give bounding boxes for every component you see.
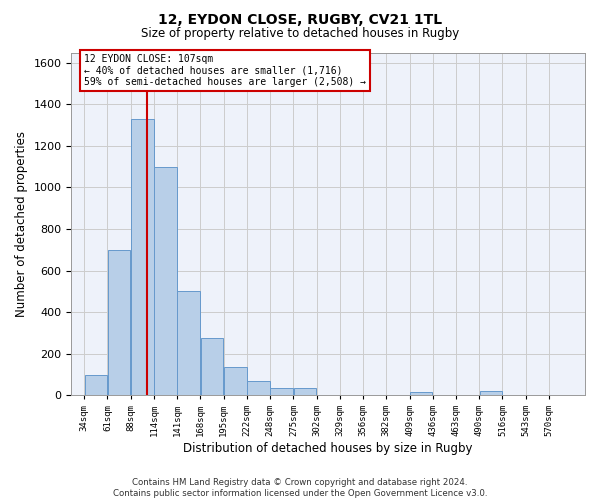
Bar bbox=[479, 391, 502, 395]
Text: Contains HM Land Registry data © Crown copyright and database right 2024.
Contai: Contains HM Land Registry data © Crown c… bbox=[113, 478, 487, 498]
Bar bbox=[178, 292, 200, 395]
Bar bbox=[224, 367, 247, 395]
Bar bbox=[154, 166, 177, 395]
Bar bbox=[85, 376, 107, 395]
Bar bbox=[293, 388, 316, 395]
Bar bbox=[271, 388, 293, 395]
Bar bbox=[410, 392, 433, 395]
Bar bbox=[201, 338, 223, 395]
Text: Size of property relative to detached houses in Rugby: Size of property relative to detached ho… bbox=[141, 28, 459, 40]
Bar bbox=[108, 250, 130, 395]
Text: 12 EYDON CLOSE: 107sqm
← 40% of detached houses are smaller (1,716)
59% of semi-: 12 EYDON CLOSE: 107sqm ← 40% of detached… bbox=[84, 54, 366, 88]
Y-axis label: Number of detached properties: Number of detached properties bbox=[15, 131, 28, 317]
Bar bbox=[131, 119, 154, 395]
X-axis label: Distribution of detached houses by size in Rugby: Distribution of detached houses by size … bbox=[184, 442, 473, 455]
Text: 12, EYDON CLOSE, RUGBY, CV21 1TL: 12, EYDON CLOSE, RUGBY, CV21 1TL bbox=[158, 12, 442, 26]
Bar bbox=[247, 380, 270, 395]
